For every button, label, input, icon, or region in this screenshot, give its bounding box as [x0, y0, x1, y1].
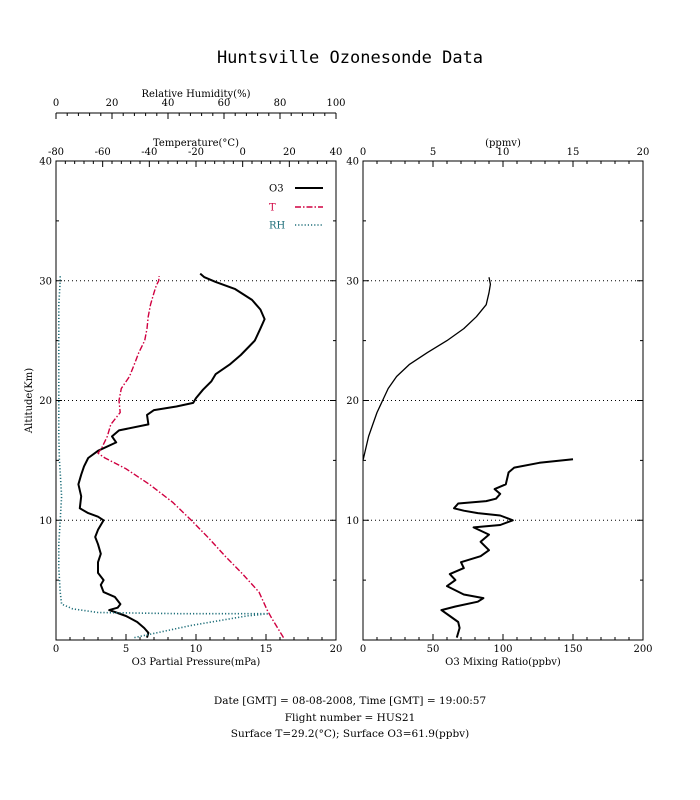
legend-label: O3	[269, 184, 284, 195]
top-tick-label: 10	[497, 147, 510, 158]
o3-line	[77, 272, 266, 638]
top_inner-tick-label: 40	[330, 147, 343, 158]
legend-label: RH	[269, 221, 286, 232]
top_inner-tick-label: -20	[188, 147, 204, 158]
y-tick-label: 40	[39, 157, 52, 168]
bottom-tick-label: 0	[53, 644, 59, 655]
o3-mixing-ratio-ppmv-line	[362, 277, 492, 461]
top-tick-label: 15	[567, 147, 580, 158]
top_outer-tick-label: 40	[162, 98, 175, 109]
bottom-tick-label: 200	[633, 644, 652, 655]
top_inner-tick-label: -40	[141, 147, 157, 158]
top_outer-tick-label: 60	[218, 98, 231, 109]
y-tick-label: 40	[346, 157, 359, 168]
top_outer-tick-label: 20	[106, 98, 119, 109]
bottom-tick-label: 100	[493, 644, 512, 655]
bottom-tick-label: 20	[330, 644, 343, 655]
rh-line	[57, 274, 270, 639]
legend-label: T	[269, 203, 276, 214]
top_outer-tick-label: 80	[274, 98, 287, 109]
top_outer-axis-label: Relative Humidity(%)	[142, 89, 251, 100]
top_inner-axis-label: Temperature(°C)	[153, 138, 239, 149]
top_inner-tick-label: 0	[239, 147, 245, 158]
top_inner-tick-label: 20	[283, 147, 296, 158]
y-tick-label: 20	[346, 396, 359, 407]
top-tick-label: 0	[360, 147, 366, 158]
bottom-axis-label: O3 Partial Pressure(mPa)	[132, 657, 261, 668]
y-tick-label: 30	[39, 276, 52, 287]
top-tick-label: 20	[637, 147, 650, 158]
y-axis-label: Altitude(Km)	[24, 368, 35, 434]
top-axis-label: (ppmv)	[485, 138, 521, 149]
y-tick-label: 10	[346, 516, 359, 527]
top-tick-label: 5	[430, 147, 436, 158]
footer-date-time: Date [GMT] = 08-08-2008, Time [GMT] = 19…	[214, 695, 486, 707]
top_inner-tick-label: -80	[48, 147, 64, 158]
y-tick-label: 20	[39, 396, 52, 407]
bottom-tick-label: 150	[563, 644, 582, 655]
bottom-tick-label: 10	[190, 644, 203, 655]
bottom-axis-label: O3 Mixing Ratio(ppbv)	[445, 657, 561, 668]
footer-flight-number: Flight number = HUS21	[285, 712, 416, 724]
o3-mixing-ratio-ppbv-line	[440, 458, 574, 638]
y-tick-label: 10	[39, 516, 52, 527]
bottom-tick-label: 5	[123, 644, 129, 655]
footer-surface-values: Surface T=29.2(°C); Surface O3=61.9(ppbv…	[231, 728, 469, 740]
bottom-tick-label: 0	[360, 644, 366, 655]
top_inner-tick-label: -60	[95, 147, 111, 158]
left-panel: 10 20 30 40 Altitude(Km) 0 5 10 15 20 O3 Partial P…	[24, 89, 346, 668]
temperature-line	[97, 275, 285, 638]
top_outer-tick-label: 100	[326, 98, 345, 109]
chart-title: Huntsville Ozonesonde Data	[217, 48, 483, 68]
bottom-tick-label: 15	[260, 644, 273, 655]
bottom-tick-label: 50	[427, 644, 440, 655]
y-tick-label: 30	[346, 276, 359, 287]
top_outer-tick-label: 0	[53, 98, 59, 109]
